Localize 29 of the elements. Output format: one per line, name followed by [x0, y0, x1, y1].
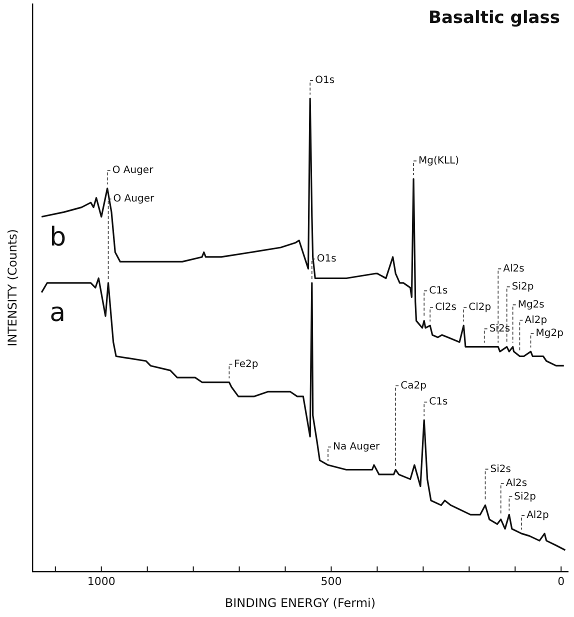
y-axis-title: INTENSITY (Counts)	[5, 229, 20, 346]
annotation: C1s	[429, 285, 448, 296]
annotation: O1s	[316, 254, 336, 265]
x-axis-title: BINDING ENERGY (Fermi)	[224, 596, 376, 610]
series-label: b	[50, 222, 66, 253]
annotation: Al2s	[506, 478, 528, 489]
annotation: Al2p	[526, 510, 549, 522]
annotation: Al2p	[524, 314, 548, 326]
x-tick-label: 500	[320, 574, 342, 588]
annotation: O Auger	[113, 194, 155, 205]
annotation: Mg2s	[518, 299, 544, 310]
annotation: O1s	[315, 75, 335, 86]
annotation: Si2s	[490, 464, 511, 475]
x-tick-label: 0	[558, 574, 565, 588]
annotation: O Auger	[112, 165, 154, 176]
annotation: Cl2s	[435, 302, 456, 314]
x-tick-label: 1000	[87, 574, 116, 588]
annotation: Si2p	[514, 491, 536, 502]
annotation: Mg2p	[536, 328, 564, 340]
annotation: Cl2p	[468, 302, 492, 314]
annotation: Ca2p	[400, 380, 426, 392]
series-label: a	[50, 298, 66, 328]
annotation: Mg(KLL)	[418, 156, 460, 167]
chart-title: Basaltic glass	[428, 8, 560, 28]
annotation: Al2s	[503, 263, 524, 274]
annotation: Si2p	[512, 281, 534, 292]
annotation: C1s	[429, 396, 448, 408]
annotation: Fe2p	[234, 358, 258, 370]
annotation: Na Auger	[333, 442, 380, 453]
